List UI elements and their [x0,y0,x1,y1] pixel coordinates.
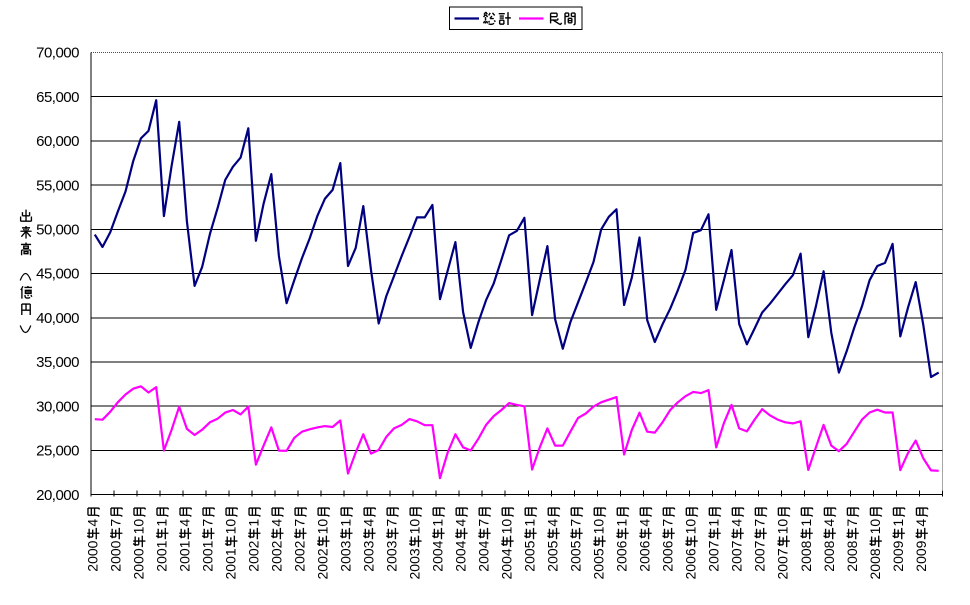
svg-text:2002: 2002 [314,548,330,579]
svg-text:2003: 2003 [337,540,353,571]
svg-text:4: 4 [361,519,377,527]
svg-text:10: 10 [130,519,146,535]
svg-text:25,000: 25,000 [36,443,79,460]
svg-text:1: 1 [522,519,538,527]
svg-text:2002: 2002 [268,540,284,571]
svg-text:1: 1 [153,519,169,527]
svg-text:2008: 2008 [821,540,837,571]
svg-text:4: 4 [637,519,653,527]
svg-text:1: 1 [890,519,906,527]
svg-text:2006: 2006 [660,540,676,571]
svg-text:7: 7 [752,519,768,527]
svg-text:2007: 2007 [775,548,791,579]
svg-text:2000: 2000 [130,548,146,579]
svg-text:2001: 2001 [153,540,169,571]
svg-text:2001: 2001 [176,540,192,571]
svg-text:2000: 2000 [107,540,123,571]
svg-text:65,000: 65,000 [36,89,79,106]
svg-text:10: 10 [499,519,515,535]
svg-text:10: 10 [775,519,791,535]
svg-text:35,000: 35,000 [36,354,79,371]
svg-text:2003: 2003 [384,540,400,571]
svg-text:2005: 2005 [568,540,584,571]
svg-text:10: 10 [222,519,238,535]
svg-text:2008: 2008 [867,548,883,579]
svg-text:1: 1 [337,519,353,527]
svg-text:2001: 2001 [199,540,215,571]
svg-text:7: 7 [199,519,215,527]
svg-text:2001: 2001 [222,548,238,579]
svg-text:2004: 2004 [499,548,515,579]
svg-text:1: 1 [798,519,814,527]
svg-text:4: 4 [453,519,469,527]
svg-text:2004: 2004 [453,540,469,571]
svg-text:60,000: 60,000 [36,133,79,150]
svg-text:1: 1 [430,519,446,527]
svg-text:7: 7 [844,519,860,527]
svg-text:2006: 2006 [683,548,699,579]
svg-text:2009: 2009 [890,540,906,571]
svg-text:2009: 2009 [913,540,929,571]
svg-text:40,000: 40,000 [36,310,79,327]
svg-text:4: 4 [84,519,100,527]
svg-text:30,000: 30,000 [36,398,79,415]
svg-text:2002: 2002 [245,540,261,571]
svg-text:7: 7 [568,519,584,527]
svg-text:4: 4 [729,519,745,527]
svg-text:4: 4 [268,519,284,527]
svg-text:10: 10 [867,519,883,535]
svg-text:1: 1 [614,519,630,527]
svg-text:2002: 2002 [291,540,307,571]
svg-text:2006: 2006 [637,540,653,571]
svg-text:2007: 2007 [706,540,722,571]
svg-text:1: 1 [706,519,722,527]
svg-text:10: 10 [407,519,423,535]
svg-text:4: 4 [913,519,929,527]
svg-text:2005: 2005 [591,548,607,579]
svg-text:2006: 2006 [614,540,630,571]
svg-text:7: 7 [384,519,400,527]
svg-text:4: 4 [545,519,561,527]
svg-text:10: 10 [591,519,607,535]
svg-text:55,000: 55,000 [36,177,79,194]
svg-text:2007: 2007 [752,540,768,571]
svg-text:4: 4 [176,519,192,527]
svg-text:10: 10 [683,519,699,535]
svg-text:10: 10 [314,519,330,535]
svg-text:1: 1 [245,519,261,527]
svg-text:2003: 2003 [407,548,423,579]
svg-text:2005: 2005 [545,540,561,571]
svg-text:7: 7 [291,519,307,527]
svg-text:4: 4 [821,519,837,527]
svg-text:70,000: 70,000 [36,45,79,62]
svg-text:7: 7 [107,519,123,527]
svg-text:20,000: 20,000 [36,487,79,504]
svg-text:2000: 2000 [84,540,100,571]
svg-text:2004: 2004 [430,540,446,571]
svg-text:2008: 2008 [798,540,814,571]
svg-text:50,000: 50,000 [36,222,79,239]
svg-text:45,000: 45,000 [36,266,79,283]
svg-text:2007: 2007 [729,540,745,571]
svg-text:2003: 2003 [361,540,377,571]
svg-text:2005: 2005 [522,540,538,571]
svg-text:2004: 2004 [476,540,492,571]
svg-text:2008: 2008 [844,540,860,571]
svg-text:7: 7 [476,519,492,527]
svg-text:7: 7 [660,519,676,527]
